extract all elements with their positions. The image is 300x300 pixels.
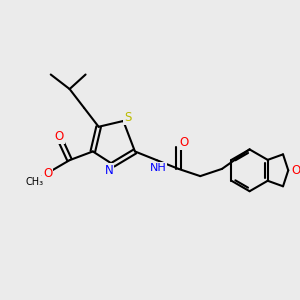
Text: O: O: [55, 130, 64, 142]
Text: NH: NH: [150, 163, 166, 173]
Text: O: O: [291, 164, 300, 177]
Text: N: N: [104, 164, 113, 177]
Text: CH₃: CH₃: [26, 177, 44, 187]
Text: O: O: [43, 167, 52, 180]
Text: S: S: [124, 111, 131, 124]
Text: O: O: [179, 136, 188, 149]
